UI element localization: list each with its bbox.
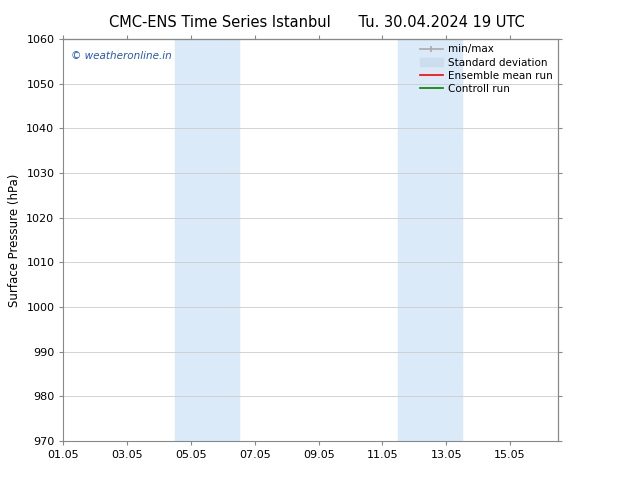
Text: CMC-ENS Time Series Istanbul      Tu. 30.04.2024 19 UTC: CMC-ENS Time Series Istanbul Tu. 30.04.2… bbox=[109, 15, 525, 30]
Bar bbox=[175, 39, 239, 441]
Bar bbox=[398, 39, 462, 441]
Text: © weatheronline.in: © weatheronline.in bbox=[71, 51, 172, 61]
Y-axis label: Surface Pressure (hPa): Surface Pressure (hPa) bbox=[8, 173, 21, 307]
Legend: min/max, Standard deviation, Ensemble mean run, Controll run: min/max, Standard deviation, Ensemble me… bbox=[420, 45, 553, 94]
